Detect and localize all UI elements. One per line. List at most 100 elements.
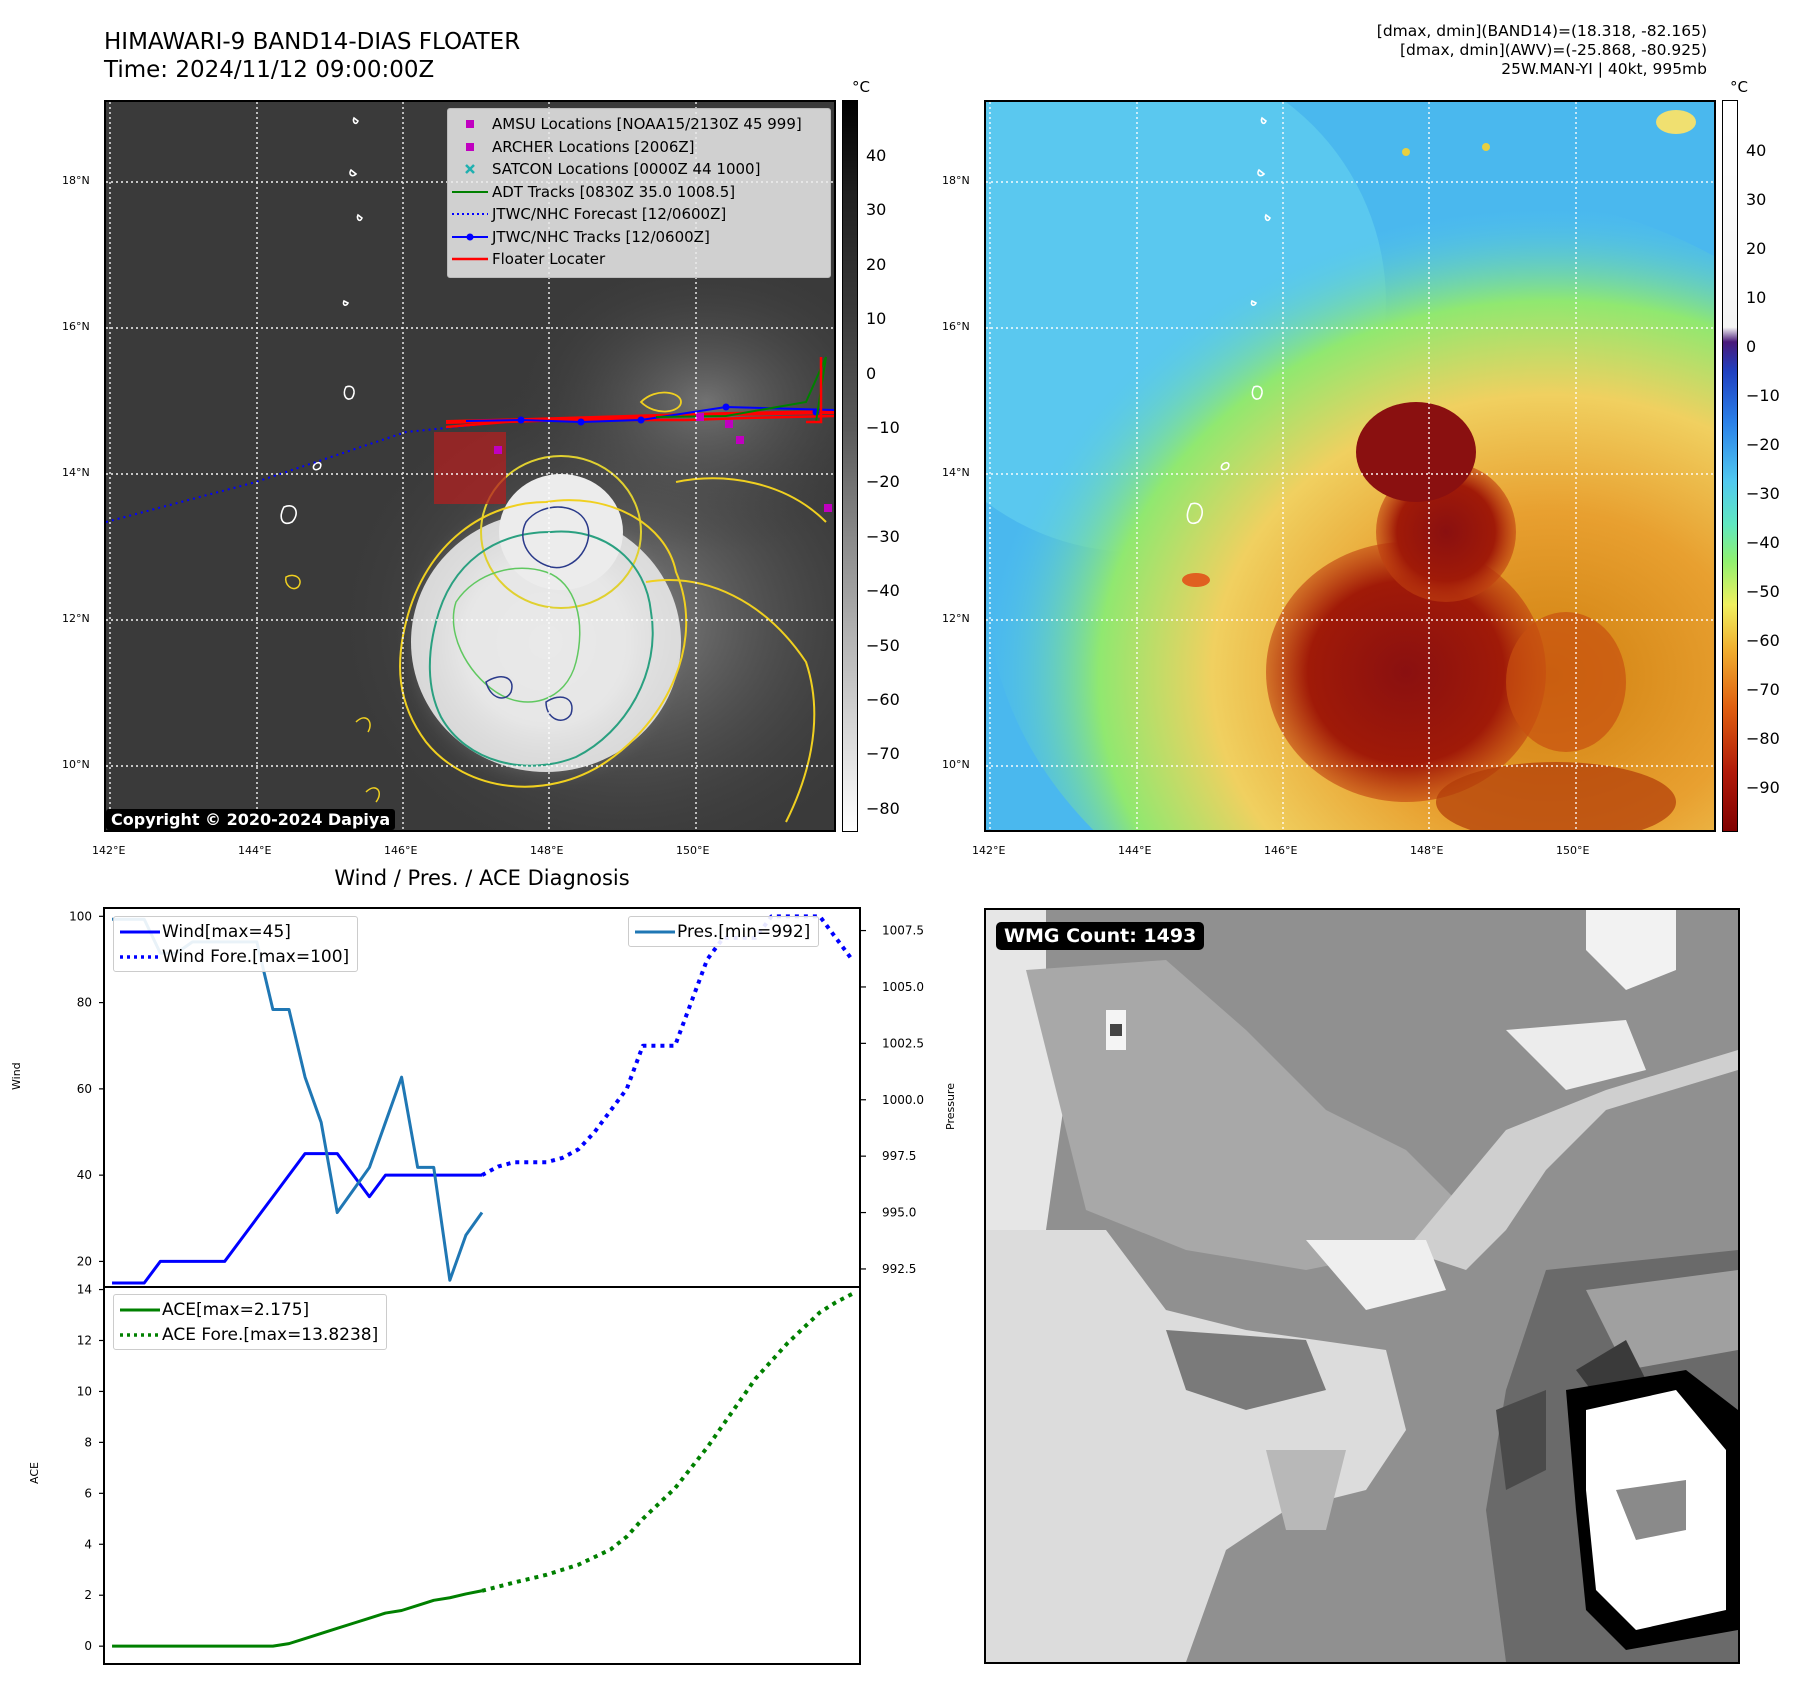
wind-ylabel: Wind bbox=[10, 1062, 23, 1090]
legend-label-archer: ARCHER Locations [2006Z] bbox=[492, 137, 695, 156]
legend-label-forecast: JTWC/NHC Forecast [12/0600Z] bbox=[492, 205, 727, 224]
legend-label-floater: Floater Locater bbox=[492, 250, 606, 269]
lon-label: 146°E bbox=[1264, 844, 1298, 857]
color-enhanced-map-panel bbox=[984, 100, 1716, 832]
ace-ytick-label: 4 bbox=[84, 1537, 92, 1551]
color-colorbar bbox=[1722, 100, 1738, 832]
pressure-series-line bbox=[112, 917, 484, 1282]
ir-colorbar-unit: °C bbox=[852, 78, 870, 96]
lat-label: 14°N bbox=[62, 466, 90, 479]
legend-item-adt: ADT Tracks [0830Z 35.0 1008.5] bbox=[448, 181, 830, 204]
lon-label: 148°E bbox=[1410, 844, 1444, 857]
ir-cb-tick: −70 bbox=[866, 744, 900, 763]
lat-label: 10°N bbox=[942, 758, 970, 771]
ir-cb-tick: 0 bbox=[866, 364, 877, 383]
title-line-1: HIMAWARI-9 BAND14-DIAS FLOATER bbox=[104, 29, 521, 55]
wind-forecast-series-line bbox=[481, 914, 854, 1177]
info-line-3: 25W.MAN-YI | 40kt, 995mb bbox=[1501, 60, 1707, 78]
color-cb-tick: −80 bbox=[1746, 729, 1780, 748]
lon-label: 142°E bbox=[92, 844, 126, 857]
color-cb-tick: −50 bbox=[1746, 582, 1780, 601]
ir-cb-tick: −40 bbox=[866, 581, 900, 600]
color-cb-tick: 0 bbox=[1746, 337, 1757, 356]
pressure-ytick-label: 997.5 bbox=[882, 1149, 916, 1163]
title-line-2: Time: 2024/11/12 09:00:00Z bbox=[104, 57, 435, 83]
lat-label: 16°N bbox=[62, 320, 90, 333]
wind-ytick-label: 80 bbox=[77, 996, 92, 1010]
solid-line-icon bbox=[448, 188, 492, 196]
legend-label-ace: ACE[max=2.175] bbox=[162, 1299, 310, 1320]
legend-item-forecast: JTWC/NHC Forecast [12/0600Z] bbox=[448, 203, 830, 226]
ir-cb-tick: −30 bbox=[866, 527, 900, 546]
lat-label: 12°N bbox=[62, 612, 90, 625]
solid-line-icon bbox=[118, 1306, 162, 1314]
dotted-line-icon bbox=[118, 953, 162, 961]
pressure-ytick-label: 1000.0 bbox=[882, 1093, 924, 1107]
ir-map-panel: AMSU Locations [NOAA15/2130Z 45 999] ARC… bbox=[104, 100, 836, 832]
lat-label: 18°N bbox=[62, 174, 90, 187]
ace-ylabel: ACE bbox=[28, 1462, 41, 1484]
legend-label-adt: ADT Tracks [0830Z 35.0 1008.5] bbox=[492, 182, 736, 201]
legend-item-satcon: SATCON Locations [0000Z 44 1000] bbox=[448, 158, 830, 181]
ir-cb-tick: 10 bbox=[866, 309, 887, 328]
solid-line-icon bbox=[633, 928, 677, 936]
ir-cb-tick: −50 bbox=[866, 636, 900, 655]
color-cb-tick: 10 bbox=[1746, 288, 1767, 307]
ace-ytick-label: 6 bbox=[84, 1486, 92, 1500]
color-cb-tick: 30 bbox=[1746, 190, 1767, 209]
ir-cb-tick: 40 bbox=[866, 146, 887, 165]
square-marker-icon bbox=[448, 141, 492, 153]
ir-cb-tick: 30 bbox=[866, 200, 887, 219]
ir-cb-tick: −60 bbox=[866, 690, 900, 709]
wind-series-line bbox=[112, 1152, 482, 1285]
lon-label: 150°E bbox=[676, 844, 710, 857]
lat-label: 10°N bbox=[62, 758, 90, 771]
ace-ytick-label: 2 bbox=[84, 1588, 92, 1602]
wind-ytick-label: 60 bbox=[77, 1082, 92, 1096]
copyright-label: Copyright © 2020-2024 Dapiya bbox=[106, 809, 396, 830]
wind-legend: Wind[max=45] Wind Fore.[max=100] bbox=[113, 916, 359, 972]
lon-label: 142°E bbox=[972, 844, 1006, 857]
pressure-ytick-label: 992.5 bbox=[882, 1262, 916, 1276]
wmg-panel: WMG Count: 1493 bbox=[984, 908, 1740, 1664]
lon-label: 150°E bbox=[1556, 844, 1590, 857]
legend-label-wind-forecast: Wind Fore.[max=100] bbox=[162, 946, 350, 967]
color-cb-tick: −40 bbox=[1746, 533, 1780, 552]
legend-item-pressure: Pres.[min=992] bbox=[633, 919, 810, 944]
ir-cb-tick: −80 bbox=[866, 799, 900, 818]
ace-legend: ACE[max=2.175] ACE Fore.[max=13.8238] bbox=[113, 1294, 388, 1350]
legend-label-ace-forecast: ACE Fore.[max=13.8238] bbox=[162, 1324, 379, 1345]
color-cb-tick: −70 bbox=[1746, 680, 1780, 699]
lon-label: 148°E bbox=[530, 844, 564, 857]
intensity-info: [dmax, dmin](BAND14)=(18.318, -82.165) [… bbox=[1377, 22, 1707, 79]
x-marker-icon bbox=[448, 163, 492, 175]
lon-label: 144°E bbox=[238, 844, 272, 857]
ace-ytick-label: 12 bbox=[77, 1333, 92, 1347]
color-cb-tick: −10 bbox=[1746, 386, 1780, 405]
legend-label-pressure: Pres.[min=992] bbox=[677, 921, 811, 942]
legend-label-tracks: JTWC/NHC Tracks [12/0600Z] bbox=[492, 227, 710, 246]
pressure-legend: Pres.[min=992] bbox=[628, 916, 820, 947]
dotted-line-icon bbox=[448, 210, 492, 218]
legend-item-wind-forecast: Wind Fore.[max=100] bbox=[118, 944, 349, 969]
legend-item-archer: ARCHER Locations [2006Z] bbox=[448, 136, 830, 159]
color-cb-tick: −30 bbox=[1746, 484, 1780, 503]
solid-line-icon bbox=[118, 928, 162, 936]
wind-ytick-label: 20 bbox=[77, 1254, 92, 1268]
lat-label: 18°N bbox=[942, 174, 970, 187]
info-line-2: [dmax, dmin](AWV)=(-25.868, -80.925) bbox=[1400, 41, 1707, 59]
legend-item-wind: Wind[max=45] bbox=[118, 919, 349, 944]
lon-label: 146°E bbox=[384, 844, 418, 857]
wind-ytick-label: 40 bbox=[77, 1168, 92, 1182]
legend-item-ace: ACE[max=2.175] bbox=[118, 1297, 378, 1322]
legend-item-ace-forecast: ACE Fore.[max=13.8238] bbox=[118, 1322, 378, 1347]
lon-label: 144°E bbox=[1118, 844, 1152, 857]
figure-title: HIMAWARI-9 BAND14-DIAS FLOATER Time: 202… bbox=[104, 28, 520, 84]
legend-item-floater: Floater Locater bbox=[448, 248, 830, 271]
ace-series-line bbox=[112, 1589, 483, 1648]
ir-cb-tick: −20 bbox=[866, 472, 900, 491]
color-cb-tick: 40 bbox=[1746, 141, 1767, 160]
ace-forecast-series-line bbox=[481, 1292, 853, 1593]
ir-map-legend: AMSU Locations [NOAA15/2130Z 45 999] ARC… bbox=[447, 108, 831, 278]
legend-item-amsu: AMSU Locations [NOAA15/2130Z 45 999] bbox=[448, 113, 830, 136]
